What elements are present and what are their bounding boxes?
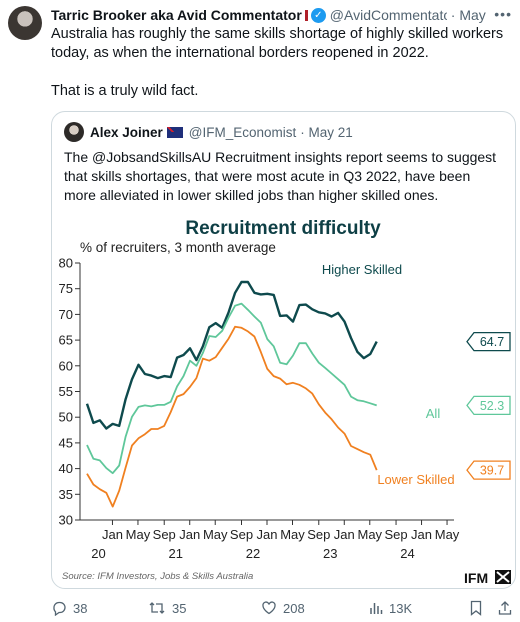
- y-tick-label: 65: [59, 333, 73, 348]
- series-label-1: All: [426, 406, 441, 421]
- end-value-label-2: 39.7: [480, 464, 504, 478]
- x-tick-label: Jan: [257, 527, 278, 542]
- australia-flag-icon: [166, 126, 183, 138]
- x-tick-label: May: [126, 527, 151, 542]
- chart-svg: Recruitment difficulty % of recruiters, …: [59, 218, 511, 586]
- y-tick-label: 80: [59, 256, 73, 271]
- like-count: 208: [283, 600, 305, 616]
- share-button[interactable]: [497, 597, 519, 619]
- ifm-logo-text: IFM: [464, 570, 488, 586]
- verified-badge-icon: ✓: [310, 7, 326, 23]
- tweet-text-line-2: That is a truly wild fact.: [51, 83, 199, 99]
- retweet-count: 35: [172, 600, 187, 616]
- y-tick-label: 60: [59, 358, 73, 373]
- views-button[interactable]: 13K: [369, 597, 412, 619]
- quoted-tweet[interactable]: Alex Joiner @IFM_Economist · May 21 The …: [51, 111, 516, 589]
- ifm-logo-mark-cut: [496, 571, 510, 583]
- quoted-author-handle[interactable]: @IFM_Economist: [188, 124, 297, 140]
- bookmark-button[interactable]: [469, 597, 489, 619]
- series-label-2: Lower Skilled: [377, 472, 454, 487]
- reply-button[interactable]: 38: [51, 597, 87, 619]
- series-line-0: [85, 280, 378, 430]
- x-tick-label: Jan: [334, 527, 355, 542]
- y-tick-label: 45: [59, 435, 73, 450]
- tweet-text-line-1: Australia has roughly the same skills sh…: [51, 26, 504, 61]
- reply-icon: [53, 601, 66, 616]
- retweet-icon: [149, 602, 165, 614]
- tweet-header: Tarric Brooker aka Avid Commentator ✓ @A…: [51, 6, 512, 24]
- x-tick-label: Jan: [102, 527, 123, 542]
- end-value-box-1: [466, 395, 511, 416]
- end-value-callout-2: 39.7: [466, 460, 511, 480]
- y-tick-label: 75: [59, 281, 73, 296]
- y-tick-label: 40: [59, 461, 73, 476]
- reply-count: 38: [73, 600, 88, 616]
- x-tick-year-label: 24: [400, 546, 414, 561]
- quoted-text: The @JobsandSkillsAU Recruitment insight…: [64, 149, 497, 203]
- recruitment-chart[interactable]: Recruitment difficulty % of recruiters, …: [52, 208, 515, 588]
- series-label-0: Higher Skilled: [322, 262, 402, 277]
- views-icon: [370, 603, 383, 614]
- like-button[interactable]: 208: [261, 597, 305, 619]
- x-tick-year-label: 21: [168, 546, 182, 561]
- view-count: 13K: [389, 600, 413, 616]
- quoted-author-name[interactable]: Alex Joiner: [90, 124, 163, 140]
- y-tick-label: 70: [59, 307, 73, 322]
- bookmark-icon: [470, 600, 482, 616]
- quoted-date-text: May 21: [308, 124, 353, 140]
- more-icon[interactable]: •••: [488, 6, 512, 22]
- author-handle[interactable]: @AvidCommentator: [329, 7, 447, 23]
- chart-source: Source: IFM Investors, Jobs & Skills Aus…: [62, 571, 253, 582]
- chart-subtitle: % of recruiters, 3 month average: [80, 240, 276, 255]
- end-value-callout-1: 52.3: [466, 395, 511, 416]
- end-value-label-0: 64.7: [480, 335, 504, 349]
- series-line-2: [86, 325, 378, 508]
- chart-lines: [85, 280, 378, 508]
- x-tick-label: May: [435, 527, 460, 542]
- end-value-box-0: [466, 331, 511, 352]
- y-tick-label: 35: [59, 487, 73, 502]
- end-value-label-1: 52.3: [480, 399, 504, 413]
- x-tick-label: May: [280, 527, 305, 542]
- end-value-box-2: [466, 460, 511, 480]
- share-icon: [498, 601, 512, 615]
- ifm-logo: IFM: [464, 570, 511, 586]
- quoted-avatar[interactable]: [64, 122, 84, 142]
- flag-emoji-icon: [304, 9, 308, 21]
- chart-title: Recruitment difficulty: [185, 218, 381, 239]
- x-tick-label: May: [203, 527, 228, 542]
- chart-series-labels: 64.7 52.3 39.7 Higher Skilled All Lower Skill…: [322, 262, 511, 487]
- author-name[interactable]: Tarric Brooker aka Avid Commentator: [51, 7, 302, 23]
- y-tick-label: 30: [59, 513, 73, 528]
- end-value-callout-0: 64.7: [466, 331, 511, 352]
- x-tick-year-label: 22: [246, 546, 260, 561]
- tweet-text: Australia has roughly the same skills sh…: [51, 25, 511, 101]
- y-tick-label: 55: [59, 384, 73, 399]
- y-tick-label: 50: [59, 410, 73, 425]
- x-tick-label: May: [357, 527, 382, 542]
- retweet-button[interactable]: 35: [148, 597, 186, 619]
- quoted-date[interactable]: · May 21: [300, 124, 353, 140]
- quoted-header: Alex Joiner @IFM_Economist · May 21: [64, 122, 353, 142]
- heart-icon: [262, 601, 276, 615]
- x-tick-label: Sep: [384, 527, 407, 542]
- x-tick-label: Jan: [179, 527, 200, 542]
- x-tick-year-label: 23: [323, 546, 337, 561]
- x-tick-label: Sep: [307, 527, 330, 542]
- series-line-1: [86, 302, 377, 475]
- x-tick-label: Jan: [411, 527, 432, 542]
- tweet-actions: 38 35 208 13K: [51, 597, 516, 619]
- x-tick-label: Sep: [230, 527, 253, 542]
- x-tick-label: Sep: [153, 527, 176, 542]
- author-avatar[interactable]: [8, 6, 42, 40]
- x-tick-year-label: 20: [91, 546, 105, 561]
